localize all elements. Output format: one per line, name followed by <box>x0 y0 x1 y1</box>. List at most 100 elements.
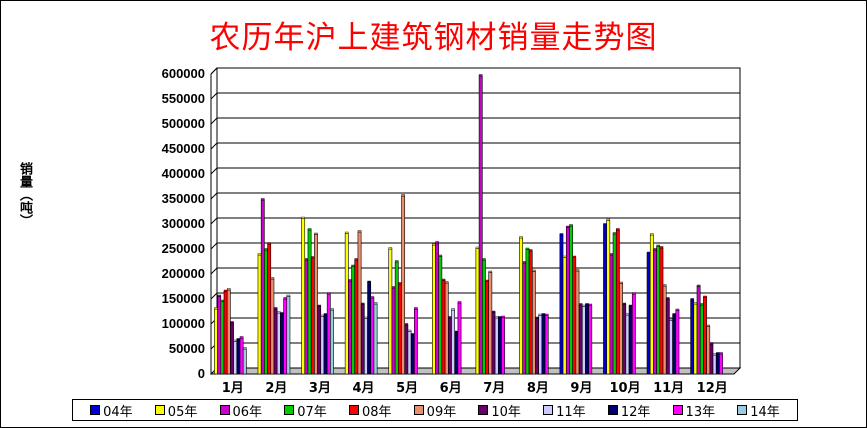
bar <box>454 332 459 375</box>
bar <box>223 291 228 375</box>
bar <box>236 339 241 375</box>
bar <box>233 341 238 375</box>
bar <box>214 308 218 375</box>
bar-top <box>273 307 278 310</box>
bar <box>581 306 586 375</box>
legend-label: 08年 <box>361 404 392 420</box>
bar <box>578 304 583 375</box>
bar-top <box>320 314 325 317</box>
bar <box>370 297 375 375</box>
legend-swatch <box>413 405 424 415</box>
x-category-label: 1月 <box>222 381 244 396</box>
bar-top <box>572 255 577 258</box>
bar-top <box>323 313 328 316</box>
bar-top <box>454 330 459 333</box>
bar-top <box>559 233 564 236</box>
bar-top <box>528 249 533 252</box>
gridline-side <box>210 192 218 200</box>
bar-top <box>719 352 723 355</box>
bar-top <box>712 353 717 356</box>
bar <box>669 320 673 375</box>
bar-top <box>632 292 636 295</box>
legend-item: 09年 <box>413 401 456 420</box>
bar-top <box>317 304 321 307</box>
bar <box>588 305 593 375</box>
bar-top <box>280 312 284 315</box>
bar-top <box>585 303 589 306</box>
bar-top <box>233 339 237 342</box>
bar <box>320 316 325 375</box>
bar-top <box>435 241 439 244</box>
bar <box>457 302 462 375</box>
bar-top <box>693 302 698 305</box>
bar <box>703 297 707 375</box>
bar-top <box>622 302 627 305</box>
bar <box>562 257 567 375</box>
legend-label: 12年 <box>620 404 651 420</box>
bar-top <box>394 260 399 263</box>
bar <box>280 313 284 375</box>
bar-top <box>650 233 654 236</box>
legend-item: 07年 <box>284 401 327 420</box>
gridline-side <box>210 92 218 100</box>
bar-top <box>562 255 567 258</box>
y-tick-label: 600000 <box>162 66 205 81</box>
bar-top <box>501 315 505 318</box>
bar <box>414 308 418 375</box>
bar-top <box>575 269 580 272</box>
bar-top <box>214 307 218 310</box>
bar <box>531 271 536 375</box>
bar-top <box>438 254 443 257</box>
bar-top <box>444 281 449 284</box>
y-tick-label: 0 <box>198 366 205 381</box>
bar-top <box>242 347 247 350</box>
bar <box>267 243 272 375</box>
legend-swatch <box>154 405 165 415</box>
y-tick-label: 200000 <box>162 266 205 281</box>
bar <box>451 309 456 375</box>
bar-top <box>498 316 502 319</box>
bar-top <box>675 308 680 311</box>
bar-top <box>488 270 493 273</box>
bar <box>662 285 667 375</box>
bar <box>301 218 306 375</box>
bar <box>699 304 704 375</box>
bar <box>497 317 502 375</box>
bar <box>260 199 265 375</box>
x-category-label: 5月 <box>396 381 418 396</box>
bar <box>712 354 717 375</box>
bar <box>330 309 334 375</box>
bar <box>690 299 695 375</box>
bar <box>217 296 222 375</box>
y-tick-label: 550000 <box>162 91 205 106</box>
bar-top <box>653 248 657 251</box>
bar-top <box>519 236 523 239</box>
bar-top <box>407 329 412 332</box>
bar-top <box>348 279 352 282</box>
legend-swatch <box>672 405 683 415</box>
bar <box>220 301 225 375</box>
bar <box>360 304 365 375</box>
legend-label: 04年 <box>103 404 133 420</box>
bar <box>394 261 399 375</box>
bar <box>646 253 651 375</box>
bar-top <box>478 74 483 77</box>
bar-top <box>307 228 312 231</box>
bar-top <box>354 258 359 261</box>
bar <box>475 248 480 375</box>
x-category-label: 7月 <box>483 381 505 396</box>
gridline-side <box>210 242 218 250</box>
x-category-label: 8月 <box>527 381 549 396</box>
bar-top <box>656 244 661 247</box>
bar <box>522 262 527 375</box>
bar <box>407 331 412 375</box>
bar <box>226 289 231 375</box>
y-tick-label: 250000 <box>162 241 205 256</box>
legend-item: 11年 <box>543 401 586 420</box>
bar-top <box>612 232 617 235</box>
y-tick-label: 300000 <box>162 216 205 231</box>
bar <box>391 287 396 375</box>
bar-top <box>709 342 714 345</box>
bar-top <box>628 304 633 307</box>
bar <box>357 231 362 375</box>
